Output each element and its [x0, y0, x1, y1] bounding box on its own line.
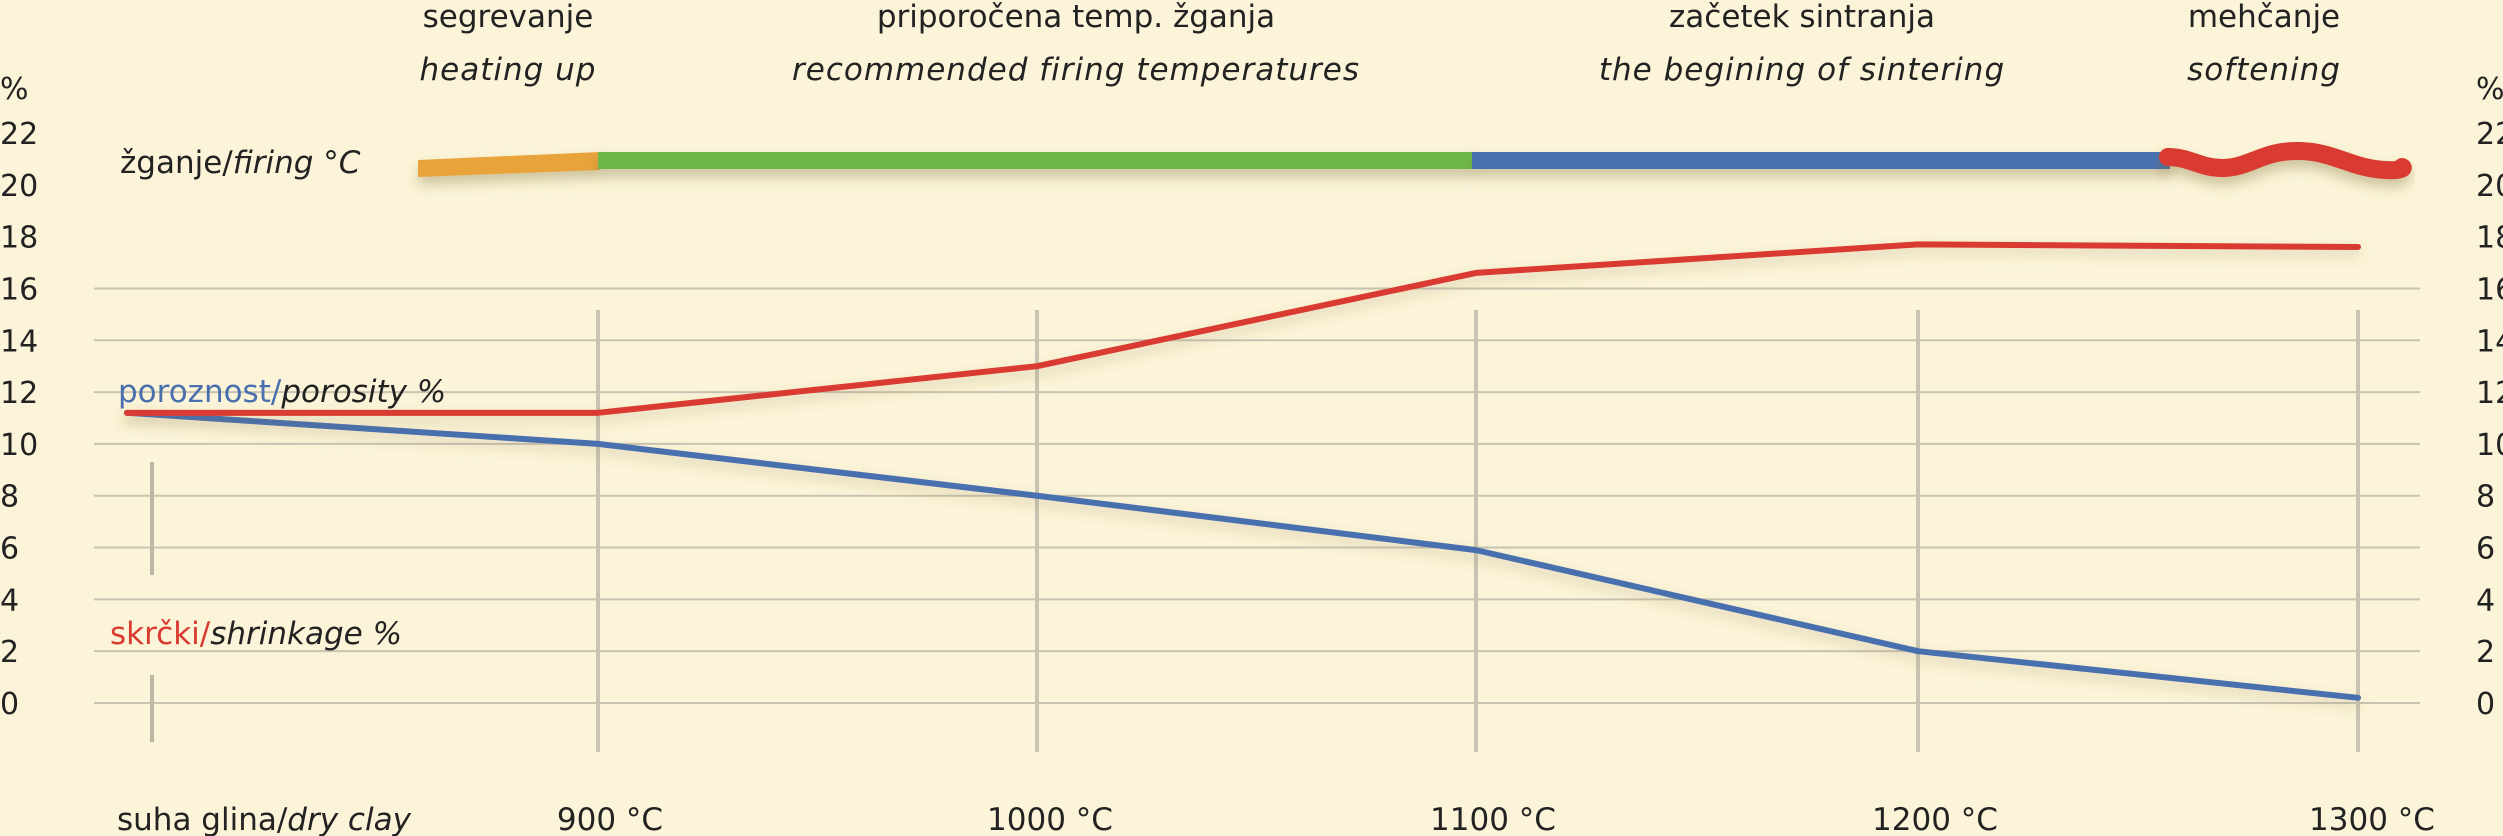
- y-tick-label: 8: [0, 480, 19, 515]
- series-lines: [124, 241, 2361, 701]
- y-tick-label: 12: [0, 376, 38, 411]
- y-tick-label: 6: [2476, 532, 2495, 567]
- series-line-1: [124, 241, 2361, 416]
- firing-stage-heating: [418, 152, 600, 177]
- y-tick-label: 4: [2476, 583, 2495, 618]
- x-tick-label: 1200 °C: [1872, 802, 1998, 836]
- firing-stage-sintering: [1472, 152, 2170, 169]
- shrinkage-label: skrčki/shrinkage %: [110, 616, 402, 652]
- series-labels: poroznost/porosity % skrčki/shrinkage %: [110, 374, 446, 652]
- stage-subtitle: recommended firing temperatures: [792, 52, 1360, 88]
- y-tick-label: 8: [2476, 480, 2495, 515]
- stage-title: mehčanje: [2188, 0, 2340, 35]
- y-tick-label: 2: [2476, 635, 2495, 670]
- y-tick-label: 20: [2476, 169, 2503, 204]
- y-tick-label: 22: [0, 117, 38, 152]
- y-tick-label: 12: [2476, 376, 2503, 411]
- y-tick-label: 0: [2476, 687, 2495, 722]
- porosity-label: poroznost/porosity %: [118, 374, 446, 410]
- stage-subtitle: the begining of sintering: [1599, 52, 2005, 88]
- x-tick-label: 1000 °C: [987, 802, 1113, 836]
- series-line-0: [124, 409, 2361, 701]
- x-tick-label: 1300 °C: [2309, 802, 2435, 836]
- stage-title: začetek sintranja: [1669, 0, 1935, 35]
- firing-stage-softening: [2159, 141, 2412, 180]
- vertical-markers: [150, 310, 2360, 752]
- y-tick-label: 22: [2476, 117, 2503, 152]
- y-tick-label: 14: [2476, 324, 2503, 359]
- stage-title: segrevanje: [423, 0, 594, 35]
- firing-stage-recommended: [598, 152, 1474, 169]
- x-tick-label: 1100 °C: [1430, 802, 1556, 836]
- x-axis: suha glina/dry clay 900 °C 1000 °C 1100 °C 1…: [117, 802, 2435, 836]
- y-unit-label: %: [0, 72, 29, 107]
- y-tick-label: 14: [0, 324, 38, 359]
- y-tick-label: 0: [0, 687, 19, 722]
- y-tick-label: 16: [0, 272, 38, 307]
- firing-bar: žganje/firing °C: [120, 141, 2412, 181]
- y-tick-label: 2: [0, 635, 19, 670]
- y-tick-label: 4: [0, 583, 19, 618]
- y-axis-left: % 0 2 4 6 8 10 12 14 16 18 20 22: [0, 72, 38, 722]
- y-tick-label: 10: [2476, 428, 2503, 463]
- y-axis-right: % 0 2 4 6 8 10 12 14 16 18 20 22: [2476, 72, 2503, 722]
- firing-label: žganje/firing °C: [120, 145, 361, 181]
- grid: [94, 287, 2420, 704]
- y-unit-label: %: [2476, 72, 2503, 107]
- y-tick-label: 18: [2476, 221, 2503, 256]
- y-tick-label: 16: [2476, 272, 2503, 307]
- x-tick-label: suha glina/dry clay: [117, 802, 412, 836]
- stage-title: priporočena temp. žganja: [877, 0, 1275, 35]
- stage-labels: segrevanje heating up priporočena temp. žg…: [420, 0, 2341, 88]
- y-tick-label: 6: [0, 532, 19, 567]
- stage-subtitle: heating up: [420, 52, 597, 88]
- stage-subtitle: softening: [2187, 52, 2341, 88]
- y-tick-label: 20: [0, 169, 38, 204]
- x-tick-label: 900 °C: [557, 802, 663, 836]
- y-tick-label: 10: [0, 428, 38, 463]
- y-tick-label: 18: [0, 221, 38, 256]
